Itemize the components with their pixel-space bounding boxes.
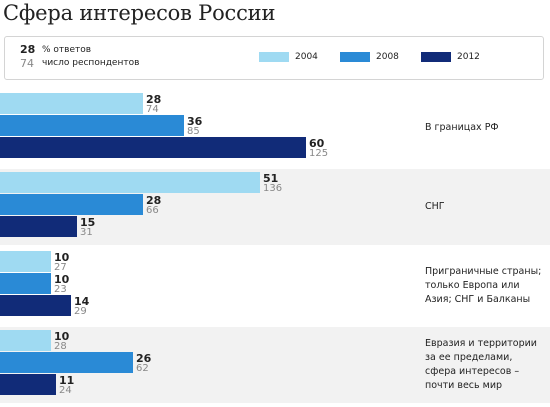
bar-respondents-label: 74: [146, 104, 159, 115]
category-label: Приграничные страны; только Европа или А…: [425, 266, 542, 305]
legend-example-count: 74: [20, 57, 34, 70]
bar-respondents-label: 85: [187, 126, 200, 137]
category-label: Евразия и территории за ее пределами, сф…: [425, 338, 537, 391]
bar-value-label: 15: [80, 216, 96, 229]
category-label: СНГ: [425, 201, 445, 212]
bar-2012: [0, 216, 77, 237]
category-label: В границах РФ: [425, 122, 499, 133]
bar-2012: [0, 295, 71, 316]
legend-year-2008: 2008: [376, 52, 399, 62]
bar-value-label: 28: [146, 194, 162, 207]
legend-example-pct: 28: [20, 43, 36, 56]
bar-value-label: 11: [59, 374, 75, 387]
bar-respondents-label: 27: [54, 262, 67, 273]
bar-respondents-label: 125: [309, 148, 329, 159]
bar-value-label: 14: [74, 295, 90, 308]
bar-value-label: 10: [54, 273, 70, 286]
bar-respondents-label: 28: [54, 341, 67, 352]
bar-2008: [0, 194, 143, 215]
bar-respondents-label: 62: [136, 363, 149, 374]
bar-respondents-label: 31: [80, 227, 93, 238]
bar-respondents-label: 29: [74, 306, 87, 317]
legend-pct-label: % ответов: [42, 45, 92, 55]
bar-2004: [0, 172, 260, 193]
bar-2004: [0, 93, 143, 114]
bar-2008: [0, 115, 184, 136]
legend-count-label: число респондентов: [42, 58, 140, 68]
bar-2008: [0, 352, 133, 373]
legend-year-2012: 2012: [457, 52, 480, 62]
bar-value-label: 36: [187, 115, 203, 128]
legend-swatch-2012: [421, 52, 451, 62]
bar-respondents-label: 23: [54, 284, 67, 295]
bar-2004: [0, 251, 51, 272]
bar-2008: [0, 273, 51, 294]
chart-title: Сфера интересов России: [3, 1, 276, 25]
bar-value-label: 10: [54, 251, 70, 264]
bar-value-label: 28: [146, 93, 162, 106]
bar-2012: [0, 374, 56, 395]
bar-respondents-label: 136: [263, 183, 283, 194]
bar-value-label: 26: [136, 352, 152, 365]
bar-2004: [0, 330, 51, 351]
bar-value-label: 60: [309, 137, 325, 150]
legend: 28 74 % ответов число респондентов 2004 …: [4, 36, 544, 80]
bar-respondents-label: 66: [146, 205, 159, 216]
legend-swatch-2004: [259, 52, 289, 62]
legend-swatch-2008: [340, 52, 370, 62]
bar-respondents-label: 24: [59, 385, 72, 396]
bar-value-label: 51: [263, 172, 279, 185]
bar-2012: [0, 137, 306, 158]
legend-year-2004: 2004: [295, 52, 318, 62]
bar-value-label: 10: [54, 330, 70, 343]
